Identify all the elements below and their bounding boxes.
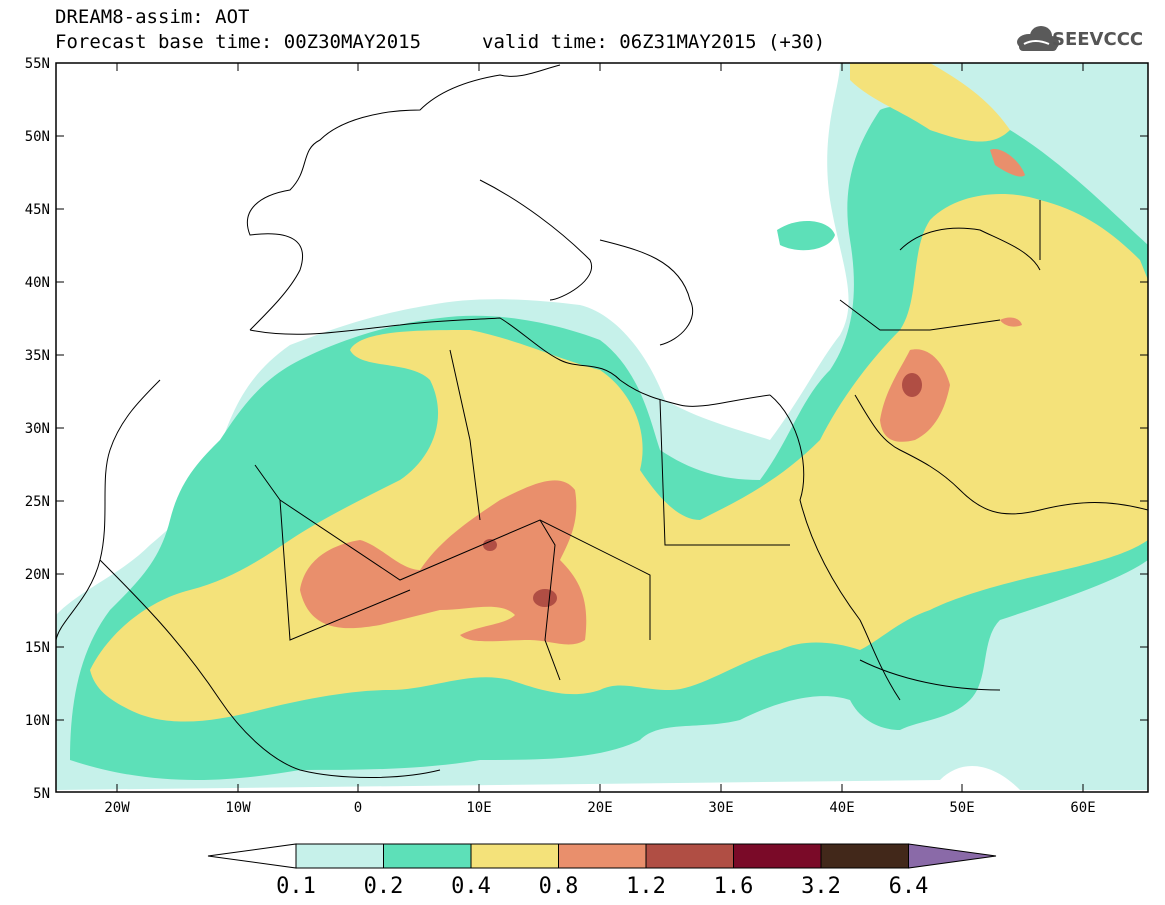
lon-label: 10E (466, 800, 491, 816)
longitude-labels: 20W 10W 0 10E 20E 30E 40E 50E 60E (104, 800, 1095, 816)
lat-label: 15N (25, 640, 50, 656)
latitude-labels: 55N 50N 45N 40N 35N 30N 25N 20N 15N 10N … (25, 56, 50, 802)
lat-label: 45N (25, 202, 50, 218)
colorbar-swatch (383, 843, 472, 869)
colorbar-label: 0.1 (276, 874, 316, 899)
lon-label: 60E (1070, 800, 1095, 816)
lat-label: 5N (33, 786, 50, 802)
colorbar-swatch (645, 843, 734, 869)
lat-label: 40N (25, 275, 50, 291)
lon-label: 50E (949, 800, 974, 816)
colorbar-swatch (470, 843, 559, 869)
lon-label: 40E (829, 800, 854, 816)
logo-text: SEEVCCC (1052, 29, 1144, 50)
lat-label: 30N (25, 421, 50, 437)
lat-label: 25N (25, 494, 50, 510)
colorbar (207, 843, 997, 869)
lon-label: 10W (225, 800, 251, 816)
colorbar-label: 0.2 (364, 874, 404, 899)
forecast-base-time: Forecast base time: 00Z30MAY2015 (55, 31, 422, 53)
colorbar-swatch (295, 843, 384, 869)
lon-label: 0 (354, 800, 362, 816)
lat-label: 55N (25, 56, 50, 72)
aot-band-1.2 (483, 373, 922, 607)
colorbar-label: 0.8 (539, 874, 579, 899)
lat-label: 20N (25, 567, 50, 583)
colorbar-swatch (820, 843, 909, 869)
colorbar-label: 0.4 (451, 874, 491, 899)
aot-field (56, 63, 1148, 790)
colorbar-label: 6.4 (889, 874, 929, 899)
colorbar-swatch (733, 843, 822, 869)
colorbar-labels: 0.1 0.2 0.4 0.8 1.2 1.6 3.2 6.4 (276, 874, 928, 899)
lon-label: 20W (104, 800, 130, 816)
map-title: DREAM8-assim: AOT (55, 6, 250, 28)
lat-label: 10N (25, 713, 50, 729)
valid-time: valid time: 06Z31MAY2015 (+30) (482, 31, 826, 53)
colorbar-label: 1.6 (714, 874, 754, 899)
colorbar-arrow-high (908, 843, 997, 869)
colorbar-swatch (558, 843, 647, 869)
colorbar-arrow-low (207, 843, 297, 869)
lat-label: 50N (25, 129, 50, 145)
coastlines (56, 64, 1148, 778)
lon-label: 30E (708, 800, 733, 816)
lat-label: 35N (25, 348, 50, 364)
axis-ticks (56, 62, 1148, 792)
colorbar-label: 1.2 (626, 874, 666, 899)
colorbar-label: 3.2 (801, 874, 841, 899)
cloud-icon (1017, 26, 1059, 51)
lon-label: 20E (587, 800, 612, 816)
